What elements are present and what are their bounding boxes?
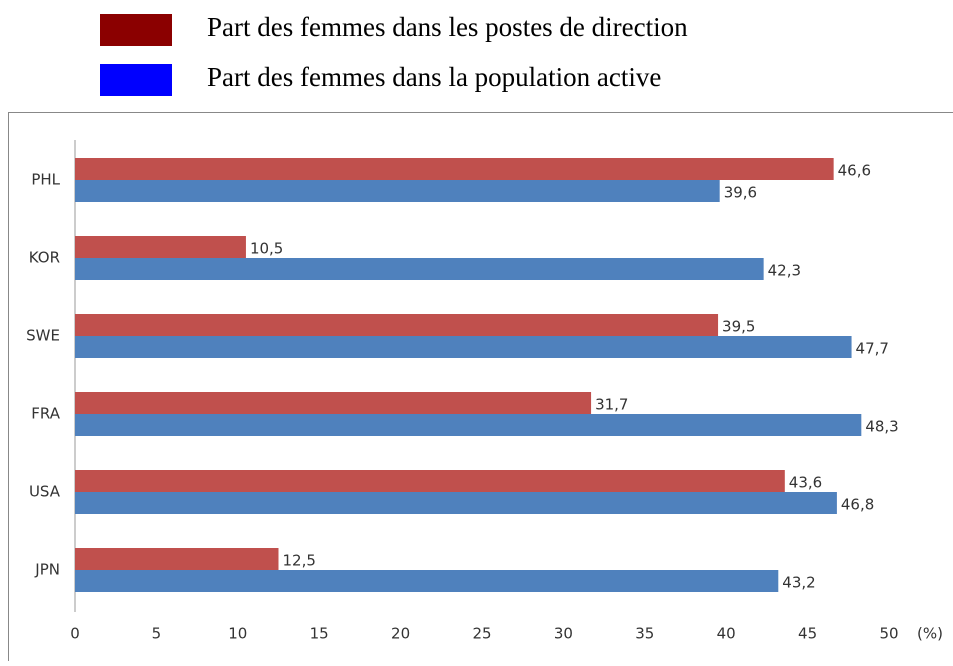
bar [75,314,718,336]
x-tick-label: 45 [798,625,817,643]
bar [75,548,279,570]
y-tick-label: FRA [31,405,60,423]
bar [75,570,778,592]
value-label: 43,2 [782,574,815,592]
x-tick-label: 20 [391,625,410,643]
bar [75,414,861,436]
y-tick-label: KOR [29,249,60,267]
legend-swatch [100,64,172,96]
x-tick-label: 5 [152,625,162,643]
y-tick-label: SWE [26,327,60,345]
value-label: 31,7 [595,396,628,414]
bar [75,258,764,280]
y-tick-label: USA [29,483,61,501]
x-tick-label: 35 [635,625,654,643]
bar [75,336,852,358]
bar [75,180,720,202]
bar [75,158,834,180]
bar [75,470,785,492]
legend-swatch [100,14,172,46]
value-label: 10,5 [250,240,283,258]
value-label: 42,3 [768,262,801,280]
x-tick-label: 50 [879,625,898,643]
value-label: 43,6 [789,474,822,492]
value-label: 39,5 [722,318,755,336]
bar [75,392,591,414]
value-label: 46,8 [841,496,874,514]
legend-label: Part des femmes dans les postes de direc… [207,12,688,42]
x-tick-label: 25 [472,625,491,643]
bar [75,236,246,258]
legend-label: Part des femmes dans la population activ… [207,62,661,92]
value-label: 48,3 [865,418,898,436]
x-axis-unit: (%) [917,625,943,643]
y-tick-label: JPN [34,561,60,579]
x-tick-label: 40 [717,625,736,643]
value-label: 12,5 [283,552,316,570]
y-tick-label: PHL [31,171,60,189]
x-tick-label: 15 [310,625,329,643]
value-label: 46,6 [838,162,871,180]
value-label: 47,7 [856,340,889,358]
value-label: 39,6 [724,184,757,202]
bar [75,492,837,514]
x-tick-label: 30 [554,625,573,643]
x-tick-label: 10 [228,625,247,643]
x-tick-label: 0 [70,625,80,643]
